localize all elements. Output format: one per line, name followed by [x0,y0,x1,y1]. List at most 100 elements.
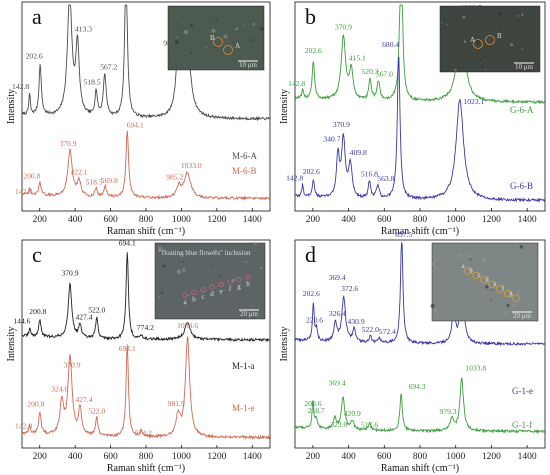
inset-speck [189,51,192,54]
x-tick-label: 200 [306,215,321,225]
inset-speck [483,55,486,58]
peak-label: 200.6 [304,399,321,408]
series-label: G-1-e [512,386,533,396]
inset-speck [172,60,174,63]
peak-label: 567.0 [376,69,393,78]
x-tick-label: 1000 [172,452,191,462]
x-tick-label: 800 [139,215,154,225]
peak-label: 1033.0 [181,161,202,170]
x-tick-label: 600 [103,452,118,462]
x-tick-label: 1200 [207,452,226,462]
inset-spot-marker [473,39,483,49]
panel-letter: b [305,4,316,29]
inset-spot-marker [223,45,233,55]
x-tick-label: 600 [377,215,392,225]
peak-label: 567.2 [100,62,117,71]
inset-speck [469,258,472,261]
x-tick-label: 200 [33,452,48,462]
inset-speck [214,46,217,49]
peak-label: 369.4 [329,273,346,282]
inset-speck [441,22,443,25]
peak-label: 370.9 [333,120,350,129]
inset-speck [213,249,217,253]
peak-label: 420.9 [344,409,361,418]
inset-speck [430,303,435,309]
inset-micrograph: a b c d e f g h "floating blue flowers" inclusio… [154,241,266,320]
inset-speck [458,253,464,259]
spectrum-line-m-1-a [21,252,270,343]
spectrum-line-g-1-e [294,241,545,347]
peak-label: 572.4 [379,327,396,336]
peak-label: 218.7 [308,406,325,415]
y-axis-label: Intensity [6,327,17,362]
inset-speck [454,68,457,72]
series-label: G-6-B [510,181,533,191]
inset-speck [516,290,521,295]
peak-label: 142.8 [12,82,29,91]
inset-spot-label: h [246,280,250,288]
inset-speck [462,15,466,19]
inset-speck [182,268,186,272]
inset-spot-marker [504,289,512,298]
panel-letter: d [305,242,316,267]
x-axis-label: Raman shift (cm⁻¹) [381,463,459,474]
peak-label: 694.1 [119,344,136,353]
peak-label: 981.9 [168,399,185,408]
inset-speck [177,15,179,17]
inset-speck [519,245,524,249]
inset-spot-label: d [210,290,214,298]
peak-label: 372.6 [341,284,358,293]
peak-label: 202.6 [26,51,43,60]
inset-speck [154,260,156,263]
inset-speck [491,289,494,291]
inset-speck [510,43,514,47]
peak-label: 220.6 [306,315,323,324]
x-tick-label: 1400 [243,215,262,225]
spectrum-line-g-6-a [294,4,545,105]
inset-speck [517,14,520,17]
x-tick-label: 200 [33,215,48,225]
peak-label: 680.4 [382,40,399,49]
inset-speck [176,269,182,274]
inset-image [154,242,266,320]
peak-label: 516.8 [361,170,378,179]
inset-spot-marker [512,294,520,302]
inset-speck [461,61,463,64]
x-tick-label: 1400 [518,215,537,225]
inset-spot-label: a [183,298,187,306]
peak-label: 200.8 [29,307,46,316]
inset-spot-marker [488,280,496,289]
peak-label: 774.2 [135,428,152,437]
inset-spot-label: c [201,293,204,301]
inset-spot-label: B [210,34,215,42]
inset-spot-marker [218,282,224,288]
peak-label: 200.8 [27,400,44,409]
spectrum-line-m-6-b [21,130,271,202]
inset-spot-marker [496,285,504,293]
inset-speck [160,291,164,295]
inset-speck [205,46,208,48]
inset-speck [157,246,163,252]
inset-speck [512,303,517,308]
inset-spot-label: A [470,36,475,44]
inset-speck [499,28,503,31]
x-tick-label: 1200 [482,215,501,225]
x-tick-label: 400 [68,452,83,462]
inset-speck [497,11,502,16]
peak-label: 1023.1 [463,97,484,106]
inset-image [439,5,541,73]
peak-label: 415.1 [349,54,366,63]
inset-speck [446,23,448,26]
peak-label: 687.2 [117,0,134,1]
y-axis-label: Intensity [279,89,290,124]
peak-label: 694.3 [409,382,426,391]
inset-speck [223,34,228,39]
inset-speck [162,264,166,268]
inset-spot-marker [236,276,242,282]
inset-speck [460,302,464,306]
peak-label: 142.8 [286,174,303,183]
x-tick-label: 400 [341,452,356,462]
peak-label: 422.1 [71,168,88,177]
x-tick-label: 1000 [172,215,191,225]
inset-speck [432,308,437,314]
